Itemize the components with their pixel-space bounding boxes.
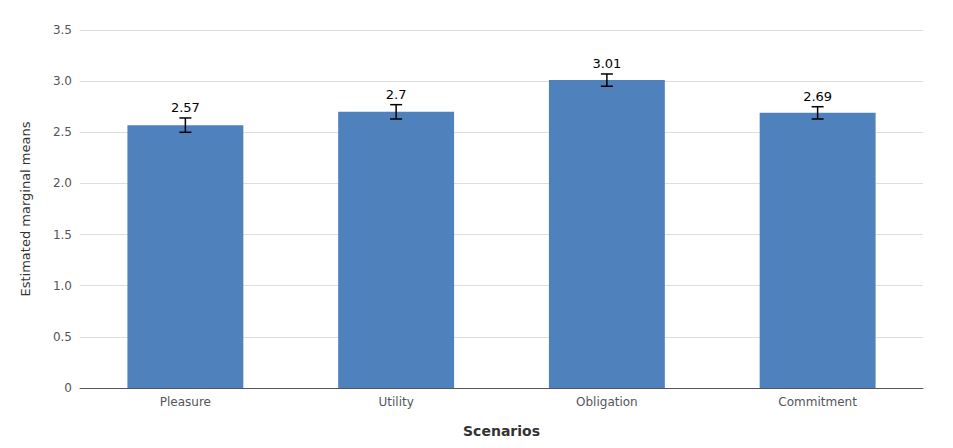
svg-text:3.0: 3.0 bbox=[53, 74, 72, 88]
svg-text:Commitment: Commitment bbox=[778, 395, 857, 409]
svg-text:Utility: Utility bbox=[378, 395, 413, 409]
svg-text:3.5: 3.5 bbox=[53, 23, 72, 37]
svg-text:2.57: 2.57 bbox=[171, 100, 200, 115]
svg-text:Scenarios: Scenarios bbox=[463, 423, 540, 439]
svg-text:1.0: 1.0 bbox=[53, 279, 72, 293]
svg-text:2.5: 2.5 bbox=[53, 125, 72, 139]
svg-text:Obligation: Obligation bbox=[576, 395, 638, 409]
svg-text:0: 0 bbox=[64, 381, 72, 395]
svg-text:2.7: 2.7 bbox=[386, 87, 407, 102]
svg-text:3.01: 3.01 bbox=[592, 56, 621, 71]
svg-text:2.69: 2.69 bbox=[803, 89, 832, 104]
svg-text:Estimated marginal means: Estimated marginal means bbox=[18, 121, 33, 296]
svg-text:2.0: 2.0 bbox=[53, 176, 72, 190]
svg-text:0.5: 0.5 bbox=[53, 330, 72, 344]
svg-text:1.5: 1.5 bbox=[53, 228, 72, 242]
svg-text:Pleasure: Pleasure bbox=[160, 395, 211, 409]
